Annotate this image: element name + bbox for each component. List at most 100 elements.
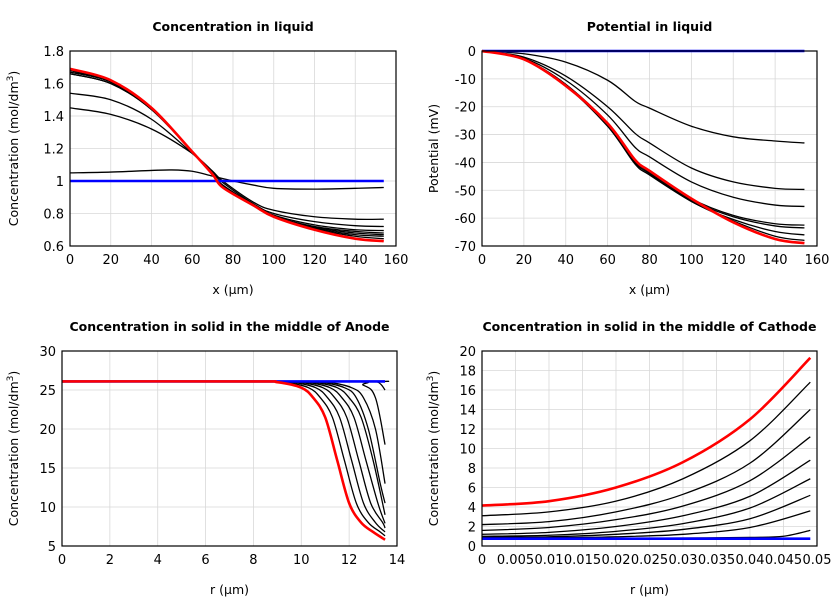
x-axis-label: x (µm) (212, 282, 253, 297)
y-tick-label: 8 (468, 462, 476, 477)
y-tick-label: 16 (459, 384, 476, 399)
y-tick-label: 1.4 (43, 110, 64, 125)
x-axis-label: x (µm) (629, 282, 670, 297)
x-tick-label: 40 (143, 253, 160, 268)
y-tick-label: -40 (455, 156, 476, 171)
y-axis-label: Concentration (mol/dm3) (426, 371, 441, 527)
x-tick-label: 0.05 (803, 553, 832, 568)
series-line-black (482, 50, 805, 191)
y-tick-label: 5 (48, 540, 56, 555)
series-line-black (62, 380, 386, 445)
y-tick-label: 4 (468, 501, 476, 516)
y-tick-label: 10 (459, 443, 476, 458)
series-line-black (482, 409, 811, 526)
x-tick-label: 100 (679, 253, 704, 268)
y-axis-label-superscript: 3 (6, 376, 16, 382)
y-tick-label: 6 (468, 482, 476, 497)
chart-title: Concentration in liquid (152, 19, 313, 34)
y-tick-label: -60 (455, 212, 476, 227)
y-axis-label-superscript: 3 (6, 76, 16, 82)
series-line-red (62, 380, 386, 541)
y-tick-label: -30 (455, 129, 476, 144)
y-tick-label: 1 (56, 175, 64, 190)
chart-title: Concentration in solid in the middle of … (483, 319, 817, 334)
x-tick-label: 6 (201, 553, 209, 568)
x-tick-label: 10 (293, 553, 310, 568)
subplot-4: 0 0.005 0.01 0.015 0.02 0.025 0.03 0.035 0.04 0.0… (426, 319, 831, 597)
y-axis-label-superscript: 3 (426, 376, 436, 382)
y-tick-label: -10 (455, 73, 476, 88)
y-tick-label: 25 (39, 384, 56, 399)
series-line-black (482, 50, 805, 226)
y-axis-label-text: Concentration (mol/dm (426, 381, 441, 526)
x-tick-label: 80 (225, 253, 242, 268)
y-tick-label: -50 (455, 184, 476, 199)
y-tick-label: -70 (455, 240, 476, 255)
chart-title: Potential in liquid (587, 19, 713, 34)
x-tick-label: 160 (805, 253, 830, 268)
y-tick-label: 18 (459, 365, 476, 380)
x-tick-label: 0.015 (564, 553, 601, 568)
y-axis-label: Concentration (mol/dm3) (6, 371, 21, 527)
series-line-black (482, 50, 805, 144)
x-tick-label: 60 (599, 253, 616, 268)
series-line-red (482, 356, 812, 507)
y-tick-label: 0 (468, 540, 476, 555)
series-line-black (482, 494, 811, 538)
series-line-red (70, 67, 384, 243)
x-tick-label: 0.03 (669, 553, 698, 568)
series-line-black (70, 107, 384, 221)
x-axis-label: r (µm) (630, 582, 669, 597)
series-line-black (482, 436, 811, 532)
series-line-black (62, 380, 386, 524)
chart-title: Concentration in solid in the middle of … (69, 319, 389, 334)
series-line-black (482, 50, 805, 242)
plot-frame (61, 350, 398, 547)
series-line-black (70, 169, 384, 190)
x-tick-label: 0 (66, 253, 74, 268)
y-tick-label: 30 (39, 345, 56, 360)
x-tick-label: 120 (302, 253, 327, 268)
x-tick-label: 160 (384, 253, 409, 268)
x-tick-label: 60 (184, 253, 201, 268)
x-tick-label: 40 (557, 253, 574, 268)
series-line-black (482, 459, 811, 535)
series-line-black (482, 478, 811, 537)
series-line-black (70, 73, 384, 232)
x-tick-label: 0.045 (765, 553, 802, 568)
y-axis-label-text: Potential (mV) (426, 104, 441, 193)
x-tick-label: 4 (154, 553, 162, 568)
x-tick-label: 0 (478, 253, 486, 268)
y-tick-label: 20 (39, 423, 56, 438)
series-line-red (482, 49, 805, 245)
x-tick-label: 14 (389, 553, 406, 568)
y-tick-label: -20 (455, 101, 476, 116)
x-tick-label: 0.005 (497, 553, 534, 568)
subplot-2: 0 20 40 60 80 100 120 140 160 -70 -60 -50 -40 -30 -20 -… (426, 19, 829, 297)
y-axis-label-end: ) (6, 371, 21, 376)
x-tick-label: 0 (478, 553, 486, 568)
x-tick-label: 12 (341, 553, 358, 568)
x-tick-label: 20 (516, 253, 533, 268)
y-tick-label: 0.8 (43, 208, 64, 223)
x-tick-label: 140 (763, 253, 788, 268)
x-tick-label: 0.01 (535, 553, 564, 568)
series-line-black (62, 380, 386, 515)
x-tick-label: 0 (58, 553, 66, 568)
y-tick-label: 20 (459, 345, 476, 360)
x-tick-label: 0.02 (602, 553, 631, 568)
y-tick-label: 1.2 (43, 143, 64, 158)
x-tick-label: 0.035 (698, 553, 735, 568)
y-tick-label: 0 (468, 45, 476, 60)
y-axis-label-end: ) (426, 371, 441, 376)
plot-frame (481, 350, 818, 547)
x-tick-label: 0.04 (736, 553, 765, 568)
plot-frame (69, 50, 397, 247)
y-axis-label: Potential (mV) (426, 104, 441, 193)
series-line-black (70, 71, 384, 236)
x-tick-label: 140 (343, 253, 368, 268)
y-tick-label: 12 (459, 423, 476, 438)
series-line-black (482, 50, 805, 208)
y-tick-label: 14 (459, 404, 476, 419)
